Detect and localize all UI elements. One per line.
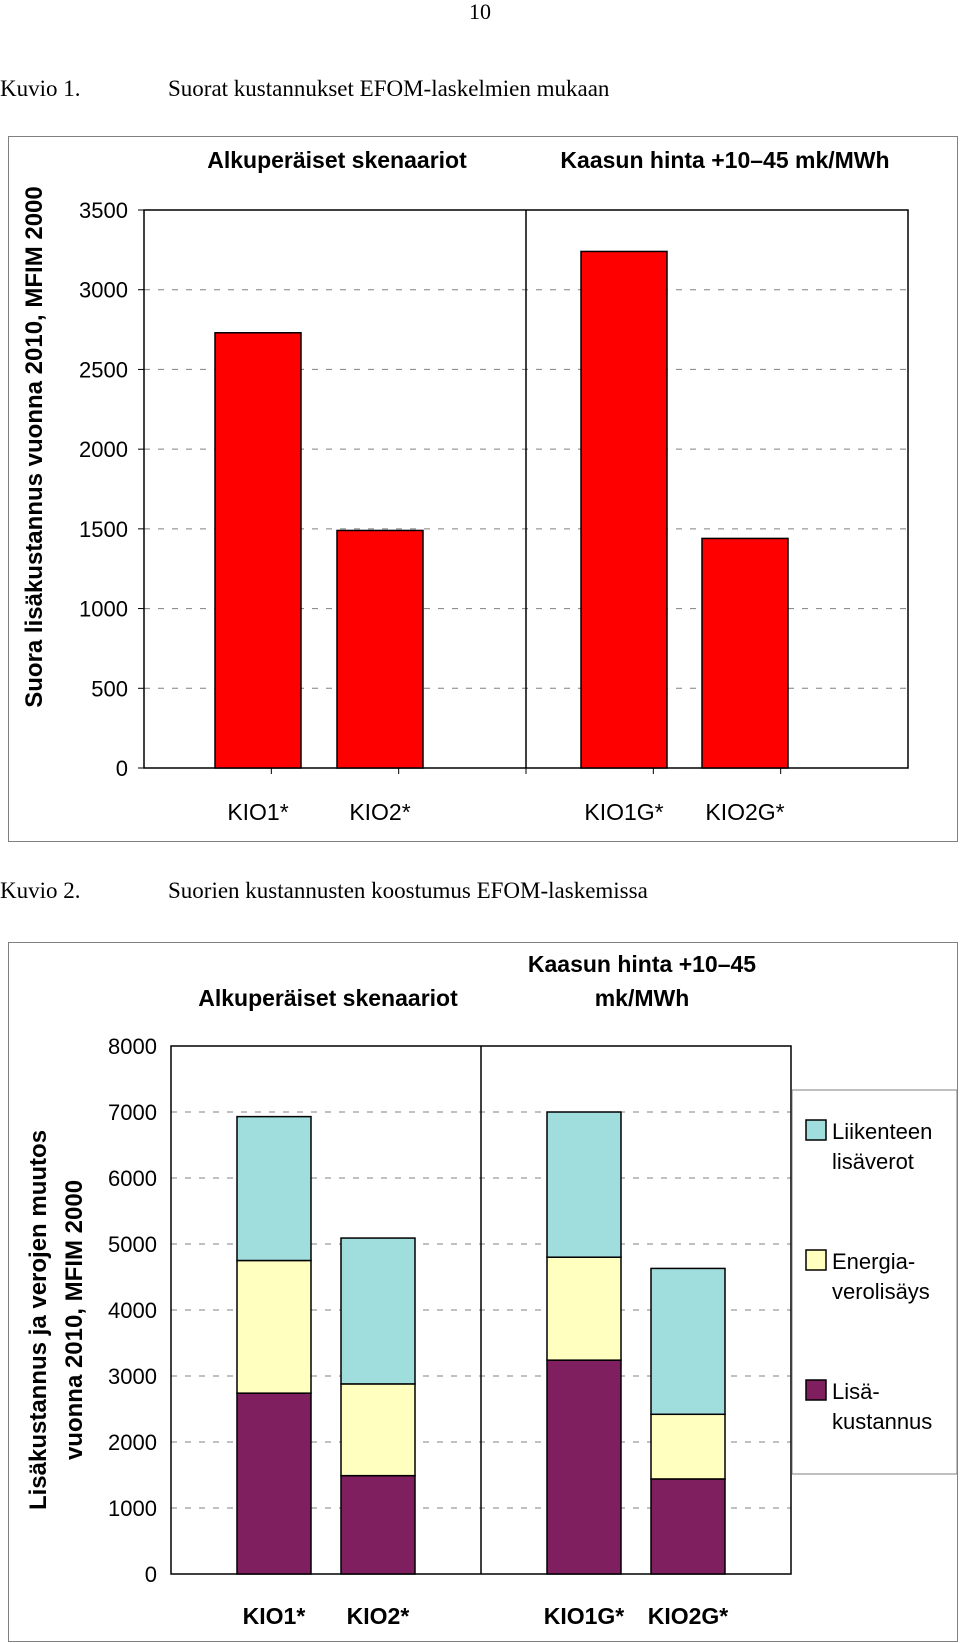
chart2-legend-label-s0-line2: kustannus <box>832 1409 932 1434</box>
chart1-group-title: Alkuperäiset skenaariot <box>207 147 467 173</box>
chart2-y-axis-label-line1: Lisäkustannus ja verojen muutos <box>25 1130 52 1510</box>
chart2-bar-segment-kio2g-s0 <box>650 1478 726 1575</box>
chart1-bar-kio2g <box>701 537 789 769</box>
figure1-caption-number: Kuvio 1. <box>0 76 81 101</box>
chart2-legend-label-s2: Liikenteen <box>832 1119 932 1144</box>
chart1-y-tick-label: 3000 <box>79 278 128 303</box>
chart1-bar-kio1g <box>580 250 668 769</box>
chart2-bar-segment-kio2g-s2 <box>650 1267 726 1416</box>
figure2-caption-text: Suorien kustannusten koostumus EFOM-lask… <box>168 878 648 903</box>
chart1: 0 500 1000 1500 2000 2500 3000 3500 KIO1* KIO2* KI… <box>8 136 958 842</box>
chart2-bar-segment-kio2-s2 <box>340 1237 416 1385</box>
chart2-bar-segment-kio1-s1 <box>236 1259 312 1394</box>
chart1-x-label: KIO2* <box>349 799 410 825</box>
chart1-group-title: Kaasun hinta +10–45 mk/MWh <box>560 147 889 173</box>
chart2-legend-swatch-s1 <box>805 1249 827 1271</box>
chart2-legend-label-s1: Energia- <box>832 1249 915 1274</box>
chart2-y-tick-label: 4000 <box>108 1298 157 1323</box>
chart2-group-title: Alkuperäiset skenaariot <box>198 985 458 1011</box>
chart2-bar-segment-kio2-s0 <box>340 1474 416 1575</box>
chart2-legend-label-s1-line2: verolisäys <box>832 1279 930 1304</box>
chart2-bar-segment-kio2-s1 <box>340 1383 416 1477</box>
chart1-y-tick-label: 1000 <box>79 597 128 622</box>
chart2-y-tick-label: 2000 <box>108 1430 157 1455</box>
chart1-x-label: KIO1G* <box>584 799 663 825</box>
chart2-legend <box>791 1089 958 1475</box>
page-number: 10 <box>469 0 491 24</box>
chart1-x-label: KIO2G* <box>705 799 784 825</box>
chart2-bar-segment-kio1g-s1 <box>546 1256 622 1361</box>
chart1-y-tick-label: 500 <box>91 676 128 701</box>
chart2-bar-segment-kio1g-s0 <box>546 1359 622 1575</box>
chart2-y-tick-label: 5000 <box>108 1232 157 1257</box>
chart2-bar-segment-kio1-s2 <box>236 1115 312 1262</box>
chart2-x-label: KIO1G* <box>544 1603 625 1629</box>
figure2-caption-number: Kuvio 2. <box>0 878 81 903</box>
chart2-group-title-line1: Kaasun hinta +10–45 <box>528 951 756 977</box>
chart2-y-tick-label: 0 <box>145 1562 157 1587</box>
chart2-bar-segment-kio1g-s2 <box>546 1111 622 1258</box>
chart1-y-tick-label: 2000 <box>79 437 128 462</box>
chart2: 0 1000 2000 3000 4000 5000 6000 7000 8000 KIO1* KI… <box>8 942 958 1642</box>
chart2-y-axis-label-line2: vuonna 2010, MFIM 2000 <box>61 1180 88 1460</box>
chart1-y-tick-label: 1500 <box>79 517 128 542</box>
chart1-y-axis-label: Suora lisäkustannus vuonna 2010, MFIM 20… <box>21 186 48 708</box>
chart2-x-label: KIO2G* <box>648 1603 729 1629</box>
chart2-y-tick-label: 7000 <box>108 1100 157 1125</box>
chart2-y-tick-label: 1000 <box>108 1496 157 1521</box>
chart2-legend-label-s2-line2: lisäverot <box>832 1149 914 1174</box>
figure1-caption-text: Suorat kustannukset EFOM-laskelmien muka… <box>168 76 610 101</box>
chart2-legend-swatch-s2 <box>805 1119 827 1141</box>
chart2-legend-swatch-s0 <box>805 1379 827 1401</box>
chart2-y-tick-label: 6000 <box>108 1166 157 1191</box>
chart1-x-label: KIO1* <box>227 799 288 825</box>
chart2-bar-segment-kio2g-s1 <box>650 1413 726 1480</box>
chart2-y-tick-label: 3000 <box>108 1364 157 1389</box>
chart1-bar-kio1 <box>214 332 302 769</box>
chart2-x-label: KIO2* <box>347 1603 410 1629</box>
chart1-bar-kio2 <box>336 529 424 769</box>
chart1-y-tick-label: 3500 <box>79 198 128 223</box>
chart1-y-tick-label: 2500 <box>79 357 128 382</box>
chart2-x-label: KIO1* <box>243 1603 306 1629</box>
chart1-y-tick-label: 0 <box>116 756 128 781</box>
chart2-group-title-line2: mk/MWh <box>595 985 690 1011</box>
chart2-legend-label-s0: Lisä- <box>832 1379 880 1404</box>
chart1-frame <box>8 136 958 842</box>
chart2-y-tick-label: 8000 <box>108 1034 157 1059</box>
chart2-bar-segment-kio1-s0 <box>236 1392 312 1575</box>
